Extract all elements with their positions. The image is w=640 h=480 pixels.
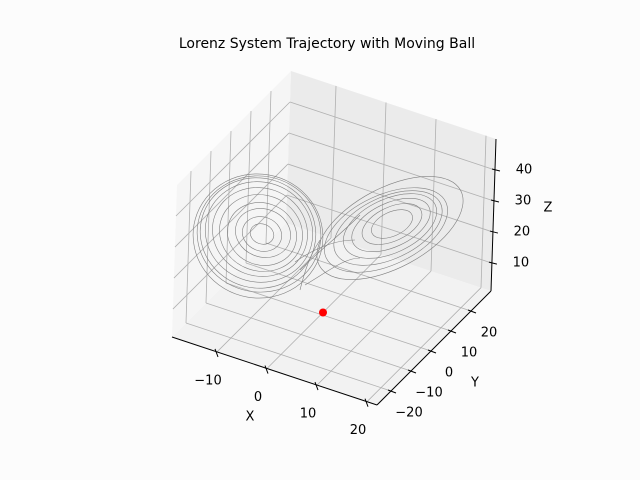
grid-line [225,282,432,352]
grid-line [288,132,495,202]
grid-line [265,242,472,312]
grid-line [380,102,387,255]
grid-line [175,101,291,217]
grid-line [174,132,290,248]
grid-line [287,163,494,233]
z-axis-label: Z [544,201,553,216]
ball [319,308,327,317]
z-tick [488,261,498,265]
grid-line [172,194,288,310]
x-tick-label: −10 [194,373,221,388]
trajectory [192,173,464,299]
y-axis-label: Y [470,376,479,391]
z-tick-label: 20 [514,225,531,240]
grid-line [289,101,496,171]
grid-line [216,237,332,353]
grid-line [245,110,252,264]
y-tick [407,369,417,374]
y-axis-line [376,290,492,406]
x-tick [264,365,269,374]
back-pane [286,71,496,291]
x-axis-label: X [246,410,255,425]
x-tick-label: 20 [350,423,367,438]
grid-line [366,287,482,402]
grid-line [480,135,487,288]
x-tick-label: 0 [254,390,262,405]
x-axis-line [171,336,378,406]
z-tick-label: 10 [513,256,530,271]
z-tick [490,199,500,203]
y-tick-label: 20 [481,326,498,341]
z-axis-line [490,138,497,292]
x-tick-label: 10 [300,407,317,422]
grid-line [205,150,212,304]
grid-line [430,119,437,272]
z-tick-label: 40 [516,163,533,178]
y-tick [447,329,457,334]
z-tick [491,168,501,172]
y-tick [387,389,397,394]
x-tick [364,398,369,407]
grid-line [316,270,432,386]
z-tick-label: 30 [515,194,532,209]
z-tick [489,230,499,234]
grid-line [185,322,392,392]
y-tick [427,349,437,354]
grid-line [330,85,337,238]
floor-pane [172,223,491,405]
chart-title: Lorenz System Trajectory with Moving Bal… [179,36,475,52]
y-tick-label: −10 [415,386,442,401]
x-tick [314,381,319,391]
y-tick [467,309,477,314]
grid-line [185,170,192,324]
y-tick-label: 0 [445,366,453,381]
x-tick [214,348,219,358]
grid-line [205,302,412,372]
grid-line [286,194,493,264]
y-tick-label: −20 [395,406,422,421]
y-tick-label: 10 [461,346,478,361]
grid-line [245,262,452,332]
